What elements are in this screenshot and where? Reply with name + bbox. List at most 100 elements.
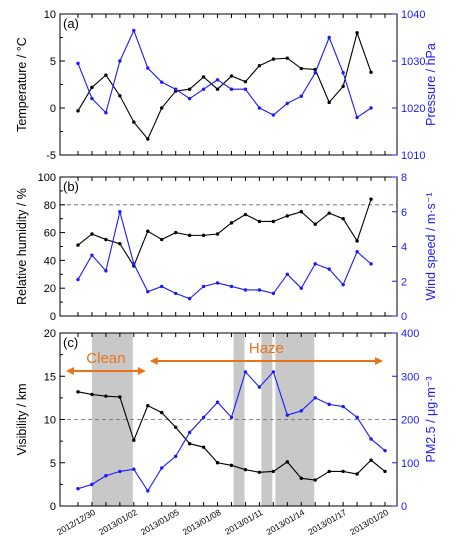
right-series-point bbox=[313, 396, 317, 400]
left-series-point bbox=[327, 211, 331, 215]
left-series-point bbox=[271, 219, 276, 224]
right-series-point bbox=[369, 262, 373, 266]
right-series-point bbox=[369, 437, 373, 441]
left-series-point bbox=[285, 56, 290, 60]
left-series-point bbox=[285, 214, 290, 218]
left-series-point bbox=[257, 470, 262, 474]
right-series-point bbox=[132, 28, 136, 33]
y-axis-label: Relative humidity / % bbox=[15, 188, 29, 305]
right-series-point bbox=[243, 370, 248, 374]
y2-axis-label: Wind speed / m·s⁻¹ bbox=[424, 192, 438, 300]
left-series-point bbox=[160, 410, 164, 415]
left-series-point bbox=[299, 66, 303, 71]
left-series-point bbox=[90, 85, 94, 90]
y2-tick-label: 300 bbox=[401, 371, 419, 383]
right-series-point bbox=[201, 87, 206, 91]
right-series-point bbox=[271, 113, 276, 117]
y-tick-label: 5 bbox=[50, 56, 56, 68]
x-tick-label: 2013/01/02 bbox=[97, 507, 139, 537]
y2-tick-label: 2 bbox=[401, 276, 407, 288]
left-series-point bbox=[369, 70, 373, 74]
right-series-point bbox=[173, 291, 178, 296]
left-series-point bbox=[90, 232, 94, 236]
left-series-point bbox=[313, 222, 317, 226]
right-series-point bbox=[383, 448, 387, 453]
left-series-point bbox=[271, 57, 276, 61]
plot-frame bbox=[59, 176, 398, 317]
y2-tick-label: 200 bbox=[401, 415, 419, 427]
left-series-point bbox=[160, 237, 164, 242]
right-series-point bbox=[160, 284, 164, 289]
right-series-point bbox=[215, 281, 220, 285]
left-series-point bbox=[299, 476, 303, 481]
y-tick-label: 0 bbox=[50, 311, 56, 323]
left-series-point bbox=[341, 84, 345, 89]
left-series-point bbox=[271, 469, 276, 474]
left-series-point bbox=[118, 94, 122, 98]
left-series-point bbox=[215, 87, 220, 91]
y-axis-label: Visibility / km bbox=[15, 383, 29, 455]
right-series-point bbox=[215, 78, 220, 82]
right-series-point bbox=[76, 277, 80, 282]
right-series-point bbox=[313, 262, 317, 266]
y-tick-label: 20 bbox=[44, 328, 56, 340]
y2-tick-label: 1020 bbox=[401, 103, 425, 115]
right-series-point bbox=[299, 286, 303, 290]
left-series-point bbox=[132, 120, 136, 124]
right-series-point bbox=[243, 87, 248, 91]
left-series-point bbox=[132, 438, 136, 442]
left-series-point bbox=[187, 442, 192, 446]
x-tick-label: 2013/01/11 bbox=[223, 507, 265, 537]
right-series-point bbox=[257, 385, 262, 389]
right-series-point bbox=[369, 106, 373, 110]
left-series-point bbox=[257, 63, 262, 68]
right-series-point bbox=[257, 106, 262, 110]
left-series-point bbox=[201, 233, 206, 238]
left-series-point bbox=[201, 75, 206, 79]
panel-label: (a) bbox=[63, 16, 79, 31]
y2-tick-label: 6 bbox=[401, 207, 407, 219]
right-series-point bbox=[355, 250, 359, 254]
right-series-point bbox=[229, 284, 234, 289]
left-series-point bbox=[173, 230, 178, 235]
right-series-point bbox=[327, 267, 331, 271]
x-tick-label: 2013/01/08 bbox=[181, 507, 223, 537]
left-series-point bbox=[118, 242, 122, 246]
right-series-point bbox=[271, 370, 276, 374]
right-series-point bbox=[132, 467, 136, 471]
y-axis-label: Temperature / °C bbox=[15, 37, 29, 132]
left-series-point bbox=[146, 403, 150, 408]
right-series-point bbox=[118, 469, 122, 474]
right-series-point bbox=[187, 296, 192, 301]
left-series-point bbox=[383, 469, 387, 474]
left-series-point bbox=[215, 232, 220, 236]
right-series-point bbox=[271, 291, 276, 296]
right-series-line bbox=[77, 211, 372, 300]
left-series-point bbox=[299, 210, 303, 214]
left-series-line bbox=[77, 30, 372, 141]
left-series-point bbox=[327, 100, 331, 105]
panel-b: 0 20 40 60 80 100 0 2 4 6 8 Relative humidity / % Wi… bbox=[15, 172, 438, 323]
y2-tick-label: 1040 bbox=[401, 9, 425, 21]
left-series-point bbox=[229, 463, 234, 468]
y2-tick-label: 400 bbox=[401, 328, 419, 340]
left-series-point bbox=[243, 212, 248, 217]
x-tick-label: 2012/12/30 bbox=[55, 507, 97, 537]
y2-axis-label: PM2.5 / μg·m⁻³ bbox=[424, 376, 438, 462]
left-series-point bbox=[118, 395, 122, 399]
right-series-point bbox=[243, 288, 248, 292]
y-tick-label: 60 bbox=[44, 228, 56, 240]
right-series-point bbox=[341, 283, 345, 287]
right-series-point bbox=[341, 404, 345, 409]
arrowhead-left bbox=[149, 357, 158, 365]
y-tick-label: 10 bbox=[44, 415, 56, 427]
arrowhead-right bbox=[137, 367, 146, 375]
left-series-point bbox=[341, 469, 345, 474]
right-series-point bbox=[160, 80, 164, 84]
right-series-point bbox=[285, 272, 290, 276]
right-series-point bbox=[313, 71, 317, 75]
left-series-point bbox=[173, 425, 178, 429]
